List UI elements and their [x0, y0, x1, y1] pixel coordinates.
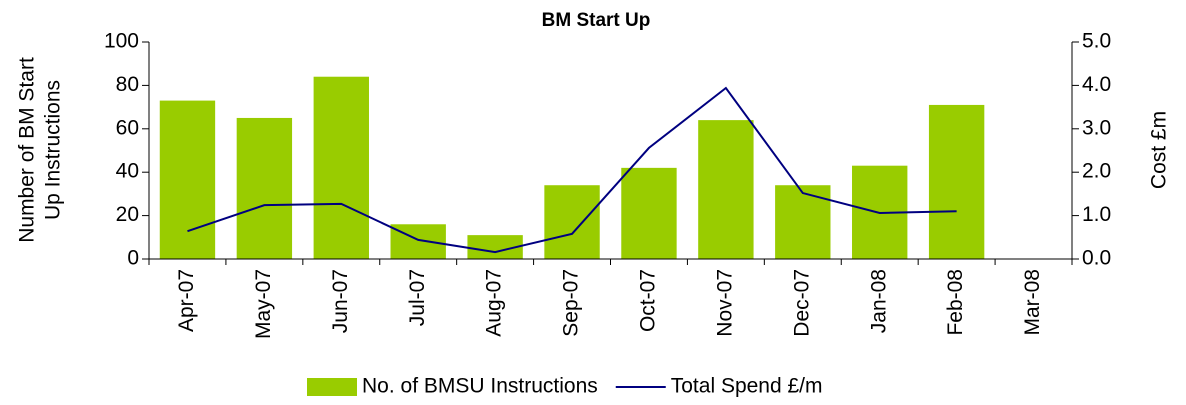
x-tick-label: May-07 [252, 269, 275, 339]
y2-axis-label: Cost £m [1148, 111, 1171, 189]
y2-tick-label: 1.0 [1082, 203, 1111, 226]
x-tick-label: Nov-07 [713, 269, 736, 337]
legend-label: No. of BMSU Instructions [362, 375, 598, 398]
bar [390, 224, 446, 259]
bar [621, 167, 677, 259]
bar [159, 100, 216, 259]
y-tick-label: 20 [116, 203, 139, 226]
bar [544, 185, 600, 259]
legend-swatch [307, 378, 357, 396]
bar [467, 235, 523, 259]
x-tick-label: Feb-08 [944, 269, 967, 336]
y-axis-label: Up Instructions [42, 80, 65, 220]
y2-tick-label: 3.0 [1082, 116, 1111, 139]
y-tick-label: 80 [116, 73, 139, 96]
x-tick-label: Aug-07 [483, 269, 506, 337]
bar [236, 117, 293, 259]
x-tick-label: Apr-07 [175, 269, 198, 332]
x-tick-label: Jul-07 [406, 269, 429, 326]
bar [313, 76, 369, 259]
x-tick-label: Oct-07 [637, 269, 660, 332]
x-tick-label: Sep-07 [560, 269, 583, 337]
y2-tick-label: 5.0 [1082, 30, 1111, 53]
y-tick-label: 60 [116, 116, 139, 139]
y-tick-label: 0 [127, 247, 139, 270]
x-tick-label: Jun-07 [329, 269, 352, 333]
y2-tick-label: 2.0 [1082, 160, 1111, 183]
line [187, 86, 957, 254]
bar [775, 185, 831, 259]
bar [928, 104, 985, 260]
bar [698, 120, 754, 260]
chart-title: BM Start Up [542, 10, 651, 31]
x-tick-label: Jan-08 [867, 269, 890, 333]
y-axis-label: Number of BM Start [16, 57, 39, 243]
legend-label: Total Spend £/m [671, 375, 823, 398]
x-tick-label: Mar-08 [1021, 269, 1044, 336]
y2-tick-label: 0.0 [1082, 247, 1111, 270]
x-tick-label: Dec-07 [790, 269, 813, 337]
y-tick-label: 40 [116, 160, 139, 183]
y-tick-label: 100 [104, 30, 139, 53]
y2-tick-label: 4.0 [1082, 73, 1111, 96]
